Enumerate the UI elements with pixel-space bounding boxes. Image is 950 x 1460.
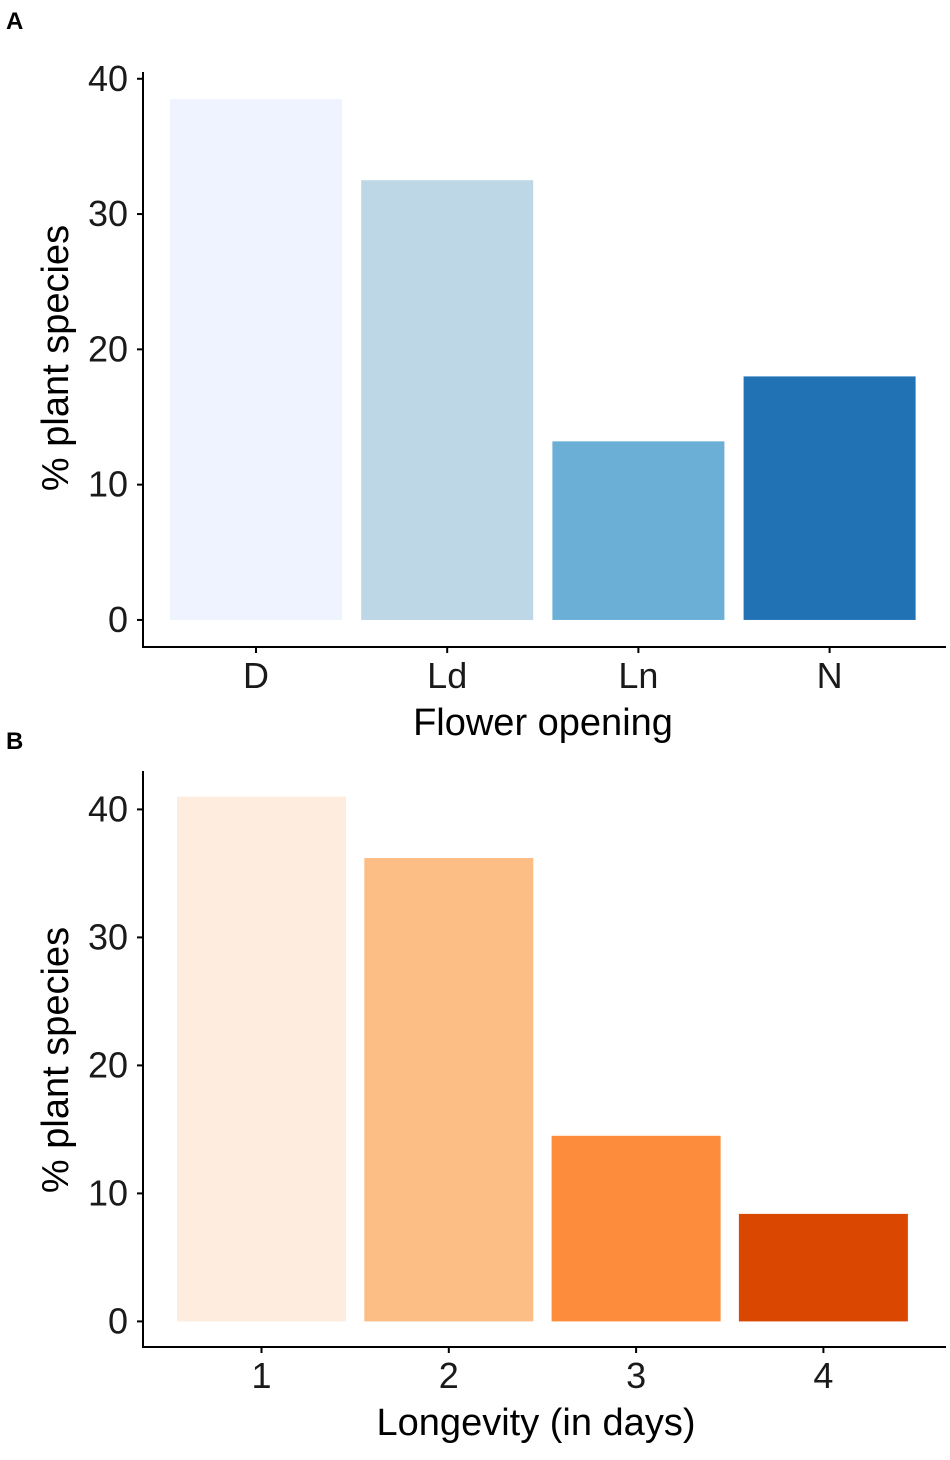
panel-b-y-tick-label-0: 0 [108,1300,128,1341]
panel-b-y-tick-label-40: 40 [88,788,128,829]
panel-a-bars [170,99,916,620]
panel-b-bar-4 [738,1213,908,1322]
panel-a-x-tick-label-d: D [243,655,269,696]
panel-a-bar-d [170,99,342,620]
panel-b-x-tick-label-1: 1 [251,1355,271,1396]
panel-a-y-tick-label-0: 0 [108,599,128,640]
panel-b-x-ticks: 1 2 3 4 [251,1347,833,1396]
panel-b-y-axis-title: % plant species [35,927,77,1193]
panel-a-y-ticks: 0 10 20 30 40 [88,58,143,640]
panel-b-x-axis-title: Longevity (in days) [377,1402,696,1444]
panel-b-x-tick-label-3: 3 [626,1355,646,1396]
panel-a-x-tick-label-n: N [817,655,843,696]
panel-b: B 0 10 20 30 40 1 2 3 4 Longevity (in days) % p… [6,728,946,1444]
panel-a-x-axis-title: Flower opening [413,702,673,744]
panel-a-x-tick-label-ln: Ln [618,655,658,696]
panel-b-y-tick-label-10: 10 [88,1172,128,1213]
panel-b-bars [177,796,908,1322]
panel-b-y-ticks: 0 10 20 30 40 [88,788,143,1341]
panel-a-y-axis-title: % plant species [35,225,77,491]
panel-a-y-tick-label-10: 10 [88,464,128,505]
panel-a: A 0 10 20 30 40 D Ld Ln N Flower opening % plan… [6,8,946,744]
panel-b-y-tick-label-30: 30 [88,916,128,957]
panel-a-y-tick-label-30: 30 [88,193,128,234]
panel-a-x-tick-label-ld: Ld [427,655,467,696]
panel-a-y-tick-label-20: 20 [88,328,128,369]
panel-b-bar-2 [364,858,534,1322]
panel-b-y-tick-label-20: 20 [88,1044,128,1085]
panel-b-x-tick-label-4: 4 [813,1355,833,1396]
panel-letter-a: A [6,8,23,35]
panel-b-bar-3 [551,1135,721,1322]
panel-letter-b: B [6,728,23,755]
panel-a-y-tick-label-40: 40 [88,58,128,99]
panel-b-x-tick-label-2: 2 [439,1355,459,1396]
panel-a-bar-ld [361,180,534,620]
panel-a-x-ticks: D Ld Ln N [243,647,843,696]
panel-a-bar-n [743,376,916,620]
panel-b-bar-1 [177,796,346,1322]
panel-a-bar-ln [552,441,725,620]
